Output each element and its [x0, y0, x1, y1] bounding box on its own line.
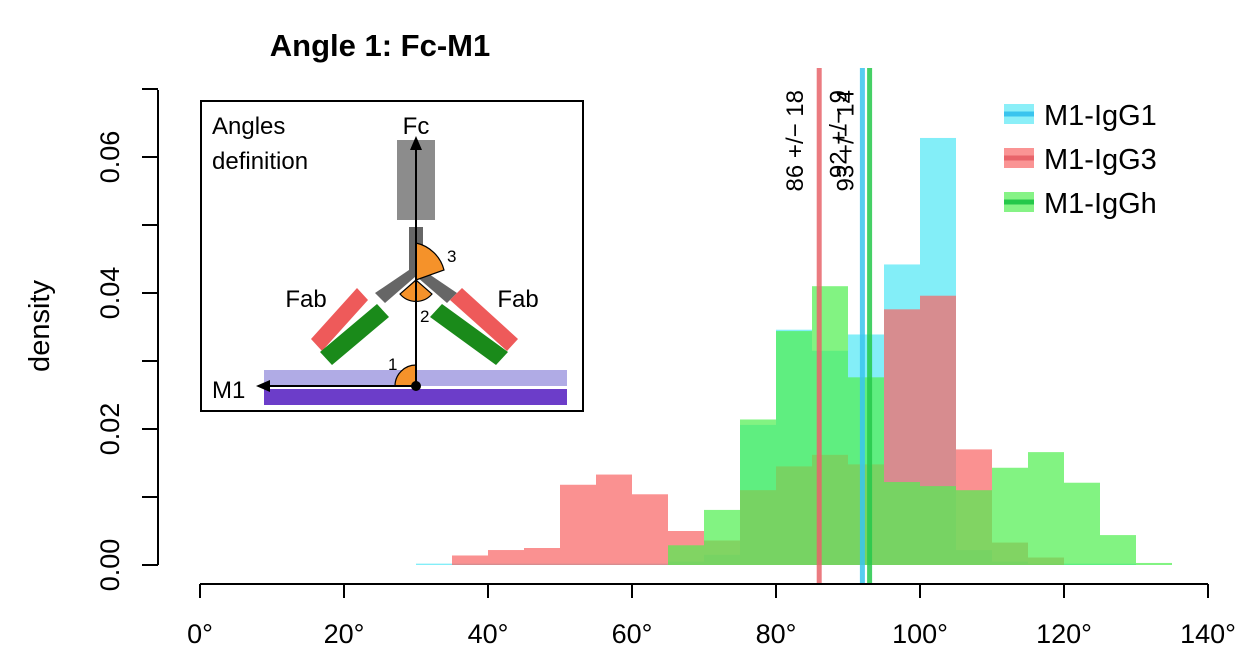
label-fc: Fc	[403, 113, 430, 140]
inset-frame	[200, 100, 584, 412]
origin-dot	[411, 381, 421, 391]
y-tick-label: 0.00	[95, 539, 125, 592]
y-axis-title: density	[24, 280, 56, 372]
x-axis: 0° 20° 40° 60° 80° 100° 120° 140°	[187, 583, 1236, 649]
histogram-bar	[560, 484, 596, 565]
histogram-bar	[1136, 562, 1172, 565]
legend: M1-IgG1 M1-IgG3 M1-IgGh	[1004, 100, 1157, 220]
histogram-bar	[1064, 482, 1100, 565]
histogram-bar	[416, 563, 452, 565]
mean-annotation: 92 +/− 9	[825, 90, 852, 178]
mean-annotation: 93 +/− 14	[833, 90, 860, 191]
histogram-bar	[920, 486, 956, 565]
bars-layer	[416, 137, 1172, 565]
inset-title-line1: Angles	[212, 113, 285, 140]
label-m1: M1	[212, 377, 245, 404]
y-tick-label: 0.04	[95, 267, 125, 320]
label-fab-right: Fab	[497, 286, 538, 313]
angle-3-number: 3	[447, 247, 456, 266]
histogram-bar	[776, 331, 812, 565]
fab-left-light	[320, 304, 389, 365]
fab-right-light	[430, 304, 508, 365]
x-tick-label: 20°	[324, 619, 365, 649]
histogram-bar	[1028, 452, 1064, 565]
histogram-bar	[956, 490, 992, 565]
fab-right-heavy	[450, 288, 518, 351]
histogram-bar	[524, 548, 560, 565]
membrane-dark	[264, 389, 567, 405]
mean-annotation: 86 +/− 18	[782, 90, 809, 191]
x-tick-label: 120°	[1036, 619, 1092, 649]
angle-2-number: 2	[420, 307, 429, 326]
histogram-bar	[488, 550, 524, 565]
x-tick-label: 60°	[612, 619, 653, 649]
y-tick-label: 0.02	[95, 403, 125, 456]
angles-definition-inset: Angles definition Fc Fab Fab M1 1 2 3	[200, 100, 584, 412]
histogram-bar	[740, 419, 776, 565]
x-tick-label: 140°	[1180, 619, 1236, 649]
fc-arrowhead	[410, 136, 422, 150]
histogram-bar	[884, 482, 920, 565]
angle-1-number: 1	[388, 355, 397, 374]
x-tick-label: 80°	[756, 619, 797, 649]
histogram-bar	[596, 474, 632, 565]
label-fab-left: Fab	[285, 286, 326, 313]
histogram-bar	[668, 545, 704, 565]
fab-left-heavy	[311, 288, 368, 351]
inset-title-line2: definition	[212, 148, 308, 175]
x-tick-label: 100°	[892, 619, 948, 649]
histogram-bar	[452, 555, 488, 565]
mean-annotations-layer: 92 +/− 9 86 +/− 18 93 +/− 14	[782, 90, 859, 191]
x-tick-label: 40°	[468, 619, 509, 649]
x-tick-label: 0°	[187, 619, 213, 649]
mean-lines-layer	[816, 68, 873, 585]
legend-label: M1-IgGh	[1044, 188, 1157, 220]
histogram-bar	[848, 377, 884, 565]
y-tick-label: 0.06	[95, 131, 125, 184]
y-axis: 0.00 0.02 0.04 0.06	[95, 88, 159, 592]
m1-arrowhead	[256, 380, 270, 392]
histogram-bar	[1100, 535, 1136, 565]
histogram-bar	[632, 494, 668, 565]
legend-label: M1-IgG1	[1044, 100, 1157, 132]
legend-label: M1-IgG3	[1044, 144, 1157, 176]
hinge-left-arm	[375, 270, 423, 303]
histogram-bar	[992, 467, 1028, 565]
chart-title: Angle 1: Fc-M1	[270, 28, 490, 63]
histogram-bar	[704, 509, 740, 565]
